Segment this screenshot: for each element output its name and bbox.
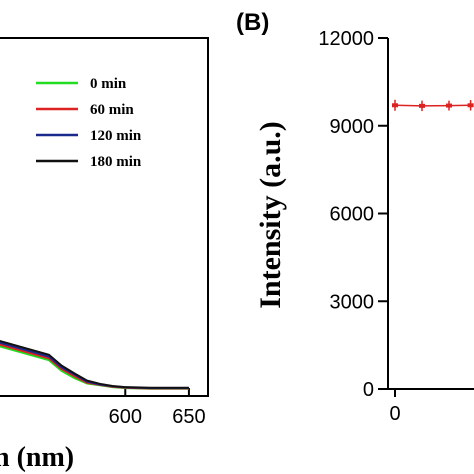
right-x-tick-label: 0 [389, 403, 400, 425]
right-panel: (B) 0 3000 6000 9000 12000 0 Intensity (a.u.) [236, 9, 474, 425]
right-y-tick-label: 0 [363, 379, 374, 401]
legend-label: 60 min [90, 102, 134, 118]
right-y-axis-label: Intensity (a.u.) [254, 121, 287, 309]
data-point [419, 103, 425, 108]
data-point [467, 103, 474, 108]
right-y-tick-label: 9000 [330, 116, 375, 138]
legend-label: 0 min [90, 76, 127, 92]
intensity-series-line [394, 104, 471, 107]
left-x-tick-label: 650 [172, 406, 205, 428]
left-x-axis-label: n (nm) [0, 442, 74, 473]
left-panel: 600 650 0 min 60 min 120 min 180 min n (nm) [0, 37, 209, 473]
right-y-tick-label: 12000 [318, 28, 374, 50]
legend-label: 120 min [90, 128, 142, 144]
data-point [392, 103, 398, 108]
left-x-tick-label: 600 [109, 406, 142, 428]
right-y-tick-label: 6000 [330, 204, 375, 226]
panel-label-b: (B) [236, 9, 269, 36]
data-point [446, 103, 452, 108]
legend-label: 180 min [90, 154, 142, 170]
series-line-180-min [0, 340, 189, 389]
right-y-tick-label: 3000 [330, 291, 375, 313]
left-plot-frame [0, 37, 209, 397]
